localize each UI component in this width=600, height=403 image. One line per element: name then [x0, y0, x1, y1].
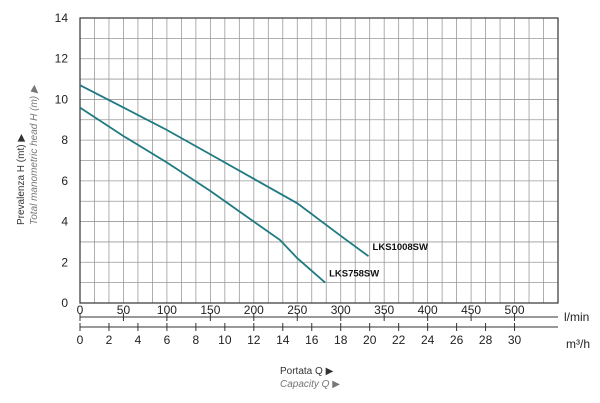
- x-axis-label: Portata Q ▶: [280, 366, 334, 377]
- y-tick-label: 8: [61, 133, 68, 147]
- series-label-lks758sw: LKS758SW: [329, 269, 379, 280]
- axes: [79, 313, 558, 331]
- x-tick-label-lmin: 500: [505, 303, 525, 317]
- y-tick-label: 0: [61, 296, 68, 310]
- x-tick-label-m3h: 12: [247, 333, 261, 347]
- x-tick-labels-m3h: 0 2 4 6 8 10 12 14 16 18 20 22 24 26 28 30: [77, 333, 522, 347]
- x-tick-labels-lmin: 0 50 100 150 200 250 300 350 400 450 500: [77, 303, 525, 317]
- y-tick-label: 4: [61, 215, 68, 229]
- series-lines: [79, 84, 370, 284]
- x-tick-label-m3h: 26: [450, 333, 464, 347]
- series-line-lks758sw: [79, 106, 326, 284]
- y-tick-label: 14: [55, 11, 69, 25]
- grid: [79, 17, 559, 304]
- x-tick-label-m3h: 30: [508, 333, 522, 347]
- x-tick-label-lmin: 350: [374, 303, 394, 317]
- y-axis-label: Prevalenza H (mt) ▶: [16, 134, 27, 225]
- x-tick-label-m3h: 6: [164, 333, 171, 347]
- y-axis-label-secondary: Total manometric head H (m) ▶: [29, 84, 40, 225]
- x-tick-label-m3h: 4: [135, 333, 142, 347]
- x-tick-label-m3h: 2: [106, 333, 113, 347]
- x-unit-m3h: m³/h: [566, 337, 590, 351]
- x-tick-label-m3h: 16: [305, 333, 319, 347]
- x-tick-label-lmin: 50: [117, 303, 131, 317]
- x-unit-lmin: l/min: [564, 310, 589, 324]
- y-tick-labels: 0 2 4 6 8 10 12 14: [55, 11, 69, 310]
- x-tick-label-lmin: 250: [287, 303, 307, 317]
- y-tick-label: 2: [61, 255, 68, 269]
- x-tick-label-m3h: 10: [218, 333, 232, 347]
- x-tick-label-lmin: 300: [331, 303, 351, 317]
- series-labels: LKS1008SW LKS758SW: [329, 242, 428, 279]
- x-tick-label-lmin: 400: [418, 303, 438, 317]
- x-tick-label-m3h: 14: [276, 333, 290, 347]
- x-tick-label-lmin: 0: [77, 303, 84, 317]
- x-tick-label-lmin: 200: [244, 303, 264, 317]
- x-tick-label-lmin: 100: [157, 303, 177, 317]
- x-tick-label-lmin: 150: [200, 303, 220, 317]
- x-tick-label-m3h: 0: [77, 333, 84, 347]
- series-line-lks1008sw: [79, 84, 370, 257]
- x-tick-label-lmin: 450: [461, 303, 481, 317]
- y-tick-label: 12: [55, 52, 69, 66]
- x-axis-label-secondary: Capacity Q ▶: [280, 379, 340, 390]
- x-tick-label-m3h: 24: [421, 333, 435, 347]
- x-tick-label-m3h: 28: [479, 333, 493, 347]
- y-tick-label: 6: [61, 174, 68, 188]
- x-tick-label-m3h: 20: [363, 333, 377, 347]
- series-label-lks1008sw: LKS1008SW: [373, 242, 428, 253]
- x-tick-label-m3h: 18: [334, 333, 348, 347]
- x-tick-label-m3h: 22: [392, 333, 406, 347]
- x-tick-label-m3h: 8: [193, 333, 200, 347]
- y-tick-label: 10: [55, 92, 69, 106]
- plot-frame: [79, 17, 559, 304]
